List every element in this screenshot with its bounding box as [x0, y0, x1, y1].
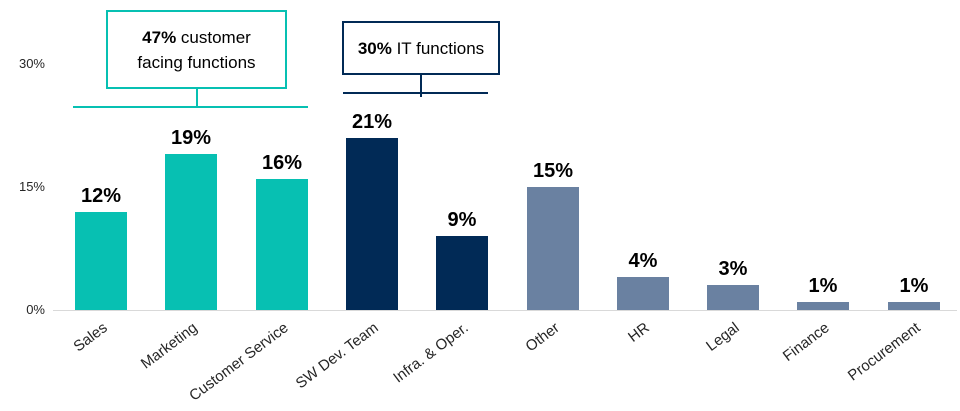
customer-facing-label-line1: customer: [176, 27, 251, 47]
customer-facing-annotation-text: 47% customer facing functions: [137, 25, 255, 75]
customer-facing-bracket-stem: [196, 89, 198, 107]
value-label-other: 15%: [532, 160, 574, 182]
bar-other: [527, 187, 579, 310]
category-label-hr: HR: [625, 319, 653, 346]
customer-facing-label-line2: facing functions: [137, 52, 256, 72]
bar-hr: [617, 277, 669, 310]
bar-infra-oper: [436, 236, 488, 310]
y-tick-0: 0%: [26, 302, 45, 317]
category-label-customer-service: Customer Service: [186, 319, 292, 405]
bar-legal: [707, 285, 759, 310]
bar-finance: [797, 302, 849, 310]
bar-customer-service: [256, 179, 308, 310]
bar-sw-dev-team: [346, 138, 398, 310]
value-label-sw-dev-team: 21%: [351, 111, 393, 133]
value-label-procurement: 1%: [899, 275, 929, 297]
x-axis-line: [53, 310, 957, 311]
it-functions-annotation-box: 30% IT functions: [342, 21, 500, 75]
it-functions-bracket-stem: [420, 75, 422, 97]
customer-facing-annotation-box: 47% customer facing functions: [106, 10, 287, 89]
it-functions-label: IT functions: [391, 38, 485, 58]
y-tick-30: 30%: [18, 56, 45, 71]
bar-procurement: [888, 302, 940, 310]
customer-facing-value: 47%: [142, 27, 177, 47]
category-label-other: Other: [522, 319, 563, 356]
value-label-hr: 4%: [628, 250, 658, 272]
it-functions-annotation-text: 30% IT functions: [358, 36, 484, 61]
category-label-sw-dev-team: SW Dev. Team: [292, 319, 382, 393]
value-label-customer-service: 16%: [261, 152, 303, 174]
category-label-sales: Sales: [70, 319, 111, 356]
bar-marketing: [165, 154, 217, 310]
category-label-marketing: Marketing: [137, 319, 201, 373]
value-label-legal: 3%: [718, 258, 748, 280]
category-label-legal: Legal: [703, 319, 743, 355]
value-label-finance: 1%: [808, 275, 838, 297]
category-label-procurement: Procurement: [844, 319, 924, 385]
value-label-marketing: 19%: [170, 127, 212, 149]
y-tick-15: 15%: [18, 179, 45, 194]
value-label-infra-oper: 9%: [447, 209, 477, 231]
it-functions-bracket-line: [343, 92, 488, 94]
bar-sales: [75, 212, 127, 310]
category-label-finance: Finance: [779, 319, 833, 365]
category-label-infra-oper: Infra. & Oper.: [390, 319, 472, 387]
customer-facing-bracket-line: [73, 106, 308, 108]
value-label-sales: 12%: [80, 185, 122, 207]
it-functions-value: 30%: [357, 38, 392, 58]
